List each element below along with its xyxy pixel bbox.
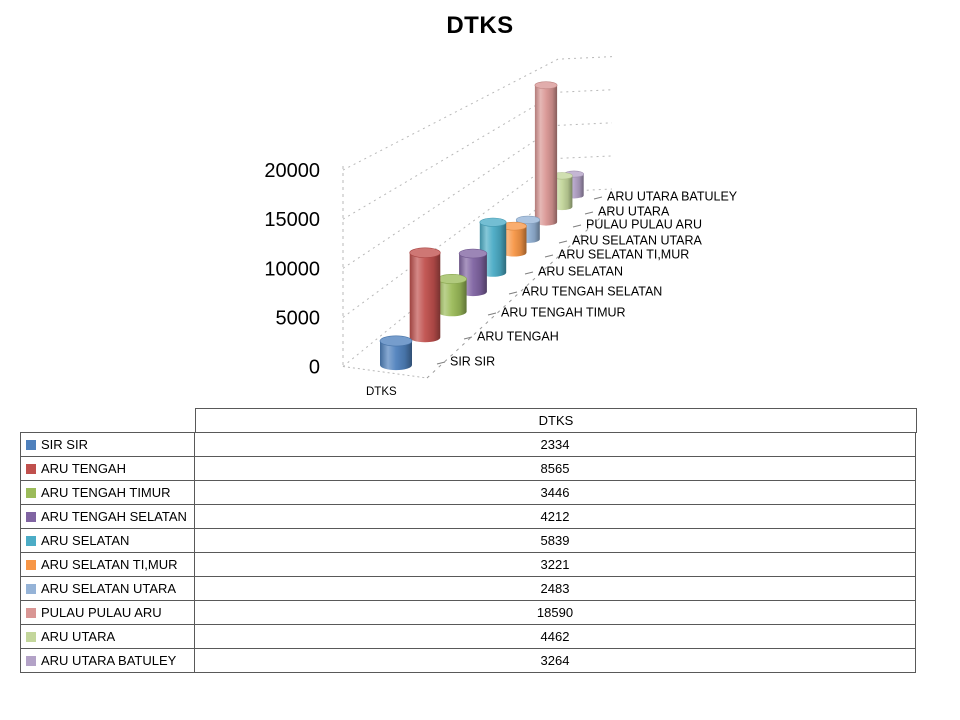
row-label-cell: ARU TENGAH TIMUR [20,480,195,505]
table-corner-spacer [20,408,195,433]
category-label-ARU TENGAH TIMUR: ARU TENGAH TIMUR [501,306,626,320]
table-header-cell: DTKS [195,408,917,433]
row-label: ARU UTARA BATULEY [41,653,177,668]
table-row: PULAU PULAU ARU 18590 [20,600,917,625]
table-row: ARU SELATAN 5839 [20,528,917,553]
row-value-cell: 3446 [194,480,916,505]
table-row: ARU TENGAH TIMUR 3446 [20,480,917,505]
row-label: ARU SELATAN TI,MUR [41,557,178,572]
table-row: ARU TENGAH SELATAN 4212 [20,504,917,529]
row-label: ARU TENGAH [41,461,126,476]
row-value-cell: 2483 [194,576,916,601]
gridline-10000 [342,122,613,269]
row-value-cell: 2334 [194,432,916,457]
row-label-cell: PULAU PULAU ARU [20,600,195,625]
table-row: ARU TENGAH 8565 [20,456,917,481]
category-tick [463,336,473,340]
category-label-ARU UTARA: ARU UTARA [598,205,670,219]
cylinder-3d-chart: SIR SIR ARU TENGAH ARU TENGAH TIMUR ARU TEN… [264,56,738,398]
legend-swatch [26,511,36,522]
cylinder-ARU TENGAH TIMUR [437,274,467,317]
row-label: PULAU PULAU ARU [41,605,162,620]
row-value-cell: 5839 [194,528,916,553]
category-label-ARU UTARA BATULEY: ARU UTARA BATULEY [607,190,738,204]
chart-title: DTKS [446,12,514,39]
legend-swatch [26,487,36,498]
y-tick-label: 5000 [276,307,321,329]
row-value-cell: 4462 [194,624,916,649]
category-axis-line [426,206,613,379]
row-label: SIR SIR [41,437,88,452]
row-label: ARU TENGAH SELATAN [41,509,187,524]
category-tick [593,196,603,200]
table-row: ARU UTARA 4462 [20,624,917,649]
category-tick [508,291,518,295]
row-value-cell: 4212 [194,504,916,529]
row-label-cell: ARU UTARA BATULEY [20,648,195,673]
row-label: ARU SELATAN UTARA [41,581,177,596]
category-label-ARU SELATAN: ARU SELATAN [538,265,623,279]
cylinder-SIR SIR [379,335,413,371]
category-tick [584,211,594,215]
category-label-ARU SELATAN TI,MUR: ARU SELATAN TI,MUR [558,248,689,262]
cylinder-ARU TENGAH [409,247,441,343]
category-tick [544,254,554,258]
legend-swatch [26,607,36,618]
table-row: ARU SELATAN TI,MUR 3221 [20,552,917,577]
y-tick-label: 15000 [264,209,320,231]
x-axis-label: DTKS [366,386,397,398]
row-value-cell: 3221 [194,552,916,577]
floor-front-edge [342,366,428,379]
table-row: ARU UTARA BATULEY 3264 [20,648,917,673]
row-label: ARU TENGAH TIMUR [41,485,171,500]
legend-swatch [26,559,36,570]
category-label-ARU TENGAH SELATAN: ARU TENGAH SELATAN [522,285,662,299]
legend-swatch [26,535,36,546]
table-row: SIR SIR 2334 [20,432,917,457]
y-tick-label: 10000 [264,258,320,280]
row-value-cell: 3264 [194,648,916,673]
category-tick [487,312,497,316]
legend-swatch [26,655,36,666]
row-value-cell: 8565 [194,456,916,481]
table-header-row: DTKS [20,408,917,433]
row-value-cell: 18590 [194,600,916,625]
row-label: ARU SELATAN [41,533,130,548]
category-tick [572,224,582,228]
y-tick-label: 0 [309,357,320,379]
legend-swatch [26,463,36,474]
category-label-ARU TENGAH: ARU TENGAH [477,330,559,344]
row-label-cell: ARU SELATAN [20,528,195,553]
category-label-ARU SELATAN UTARA: ARU SELATAN UTARA [572,234,703,248]
category-label-SIR SIR: SIR SIR [450,355,495,369]
row-label-cell: ARU TENGAH SELATAN [20,504,195,529]
y-tick-label: 20000 [264,160,320,182]
legend-swatch [26,439,36,450]
category-tick [558,240,568,244]
row-label-cell: SIR SIR [20,432,195,457]
row-label-cell: ARU UTARA [20,624,195,649]
legend-swatch [26,583,36,594]
cylinder-PULAU PULAU ARU [534,81,558,226]
row-label-cell: ARU TENGAH [20,456,195,481]
category-label-PULAU PULAU ARU: PULAU PULAU ARU [586,218,702,232]
category-tick [524,271,534,275]
gridline-20000 [342,56,613,171]
row-label: ARU UTARA [41,629,116,644]
row-label-cell: ARU SELATAN UTARA [20,576,195,601]
table-row: ARU SELATAN UTARA 2483 [20,576,917,601]
row-label-cell: ARU SELATAN TI,MUR [20,552,195,577]
legend-swatch [26,631,36,642]
data-table: DTKS SIR SIR 2334 ARU TENGAH 8565 ARU TENGAH … [20,408,917,673]
category-tick [436,361,446,365]
